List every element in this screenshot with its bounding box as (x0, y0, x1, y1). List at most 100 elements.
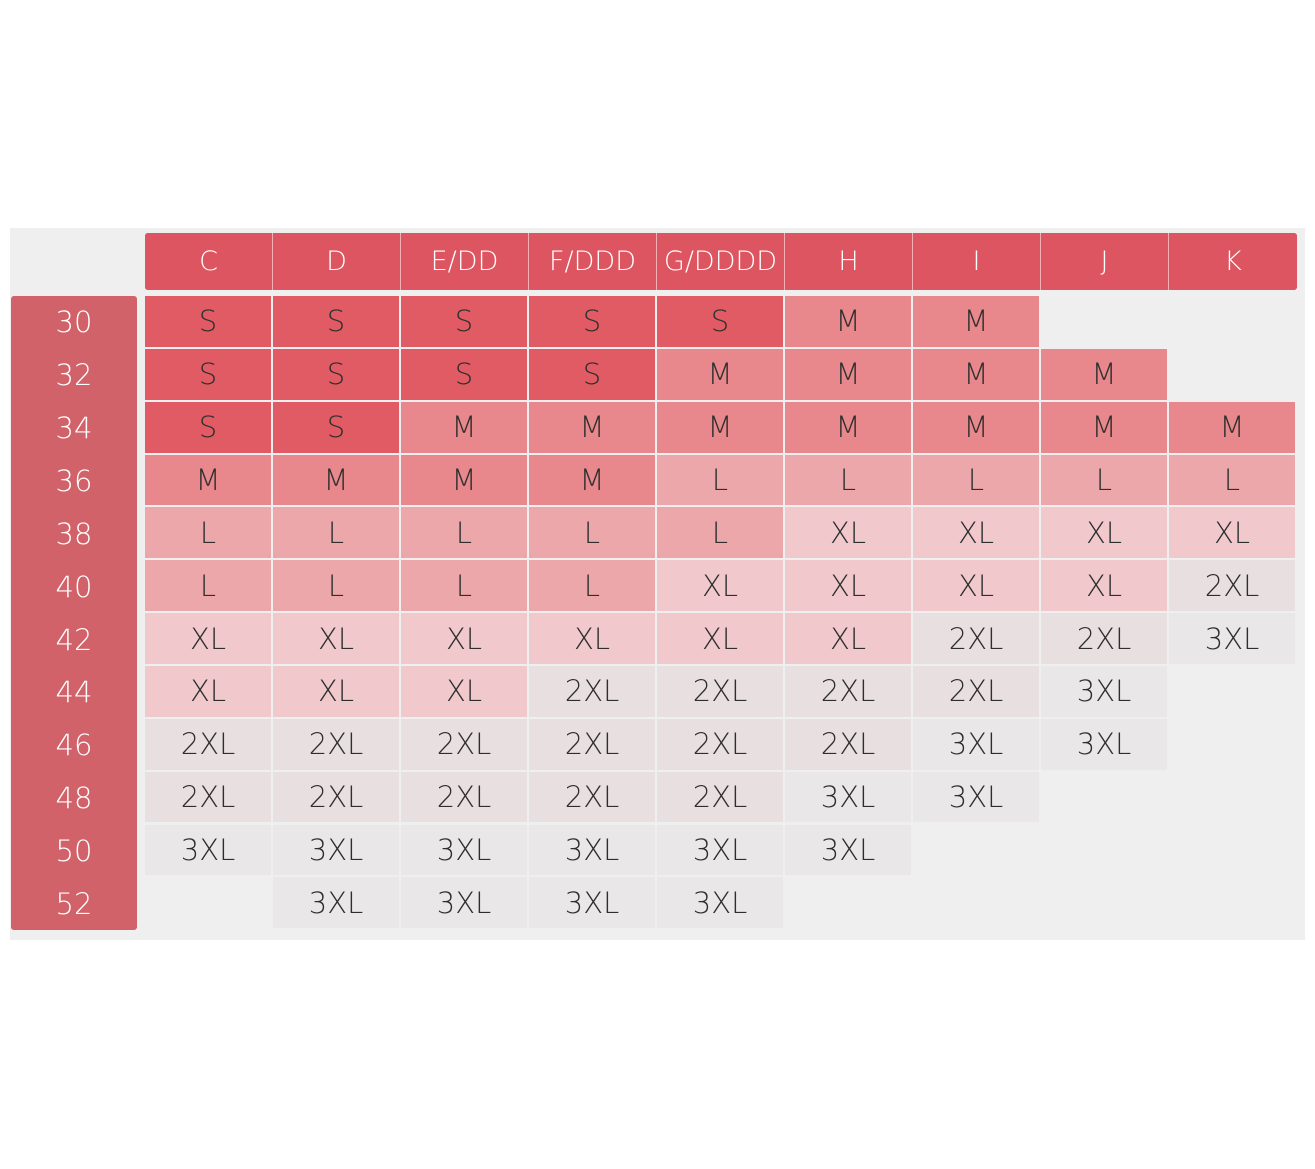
size-cell: 3XL (401, 877, 527, 929)
size-cell: M (913, 348, 1039, 400)
size-cell: L (273, 560, 399, 612)
size-cell: 2XL (529, 771, 655, 823)
size-cell: 3XL (529, 824, 655, 876)
row-label: 42 (55, 622, 93, 657)
size-cell: XL (401, 665, 527, 717)
size-cell: M (1041, 401, 1167, 453)
row-label: 36 (55, 463, 93, 498)
size-cell: M (529, 401, 655, 453)
size-cell: S (401, 348, 527, 400)
size-cell: L (657, 507, 783, 559)
size-cell: L (785, 454, 911, 506)
size-cell: 3XL (1041, 718, 1167, 770)
size-cell: XL (913, 507, 1039, 559)
size-cell: 2XL (785, 665, 911, 717)
row-label: 40 (55, 569, 93, 604)
size-cell: M (785, 348, 911, 400)
size-cell: M (1041, 348, 1167, 400)
size-cell: 2XL (913, 613, 1039, 664)
column-header: C (145, 233, 273, 290)
size-cell: 2XL (657, 665, 783, 717)
size-cell: XL (785, 613, 911, 664)
size-cell: M (145, 454, 271, 506)
size-cell: XL (273, 665, 399, 717)
row-label: 34 (55, 411, 93, 446)
size-cell: XL (785, 560, 911, 612)
size-cell: 2XL (913, 665, 1039, 717)
size-cell: 3XL (913, 718, 1039, 770)
row-label-column: 30 32 34 36 38 40 42 44 46 48 50 52 (11, 296, 137, 930)
header-bar: C D E/DD F/DDD G/DDDD H I J K (145, 233, 1297, 290)
row-label: 46 (55, 728, 93, 763)
size-cell: XL (401, 613, 527, 664)
size-cell: L (145, 507, 271, 559)
size-cell: 2XL (1041, 613, 1167, 664)
row-label: 50 (55, 833, 93, 868)
size-cell: S (145, 348, 271, 400)
size-cell: 3XL (1041, 665, 1167, 717)
size-cell: 2XL (401, 771, 527, 823)
column-header: E/DD (401, 233, 529, 290)
size-cell: 3XL (401, 824, 527, 876)
size-cell: 3XL (785, 824, 911, 876)
column-header: J (1041, 233, 1169, 290)
size-cell: 2XL (273, 771, 399, 823)
size-cell: M (657, 401, 783, 453)
size-cell: L (1169, 454, 1295, 506)
size-cell: 2XL (529, 665, 655, 717)
size-cell: XL (785, 507, 911, 559)
size-cell: M (1169, 401, 1295, 453)
row-label: 44 (55, 675, 93, 710)
size-cell: XL (913, 560, 1039, 612)
size-cell: L (529, 560, 655, 612)
size-cell: L (657, 454, 783, 506)
size-cell: 3XL (785, 771, 911, 823)
size-cell: XL (145, 613, 271, 664)
size-cell: M (401, 454, 527, 506)
size-cell: S (529, 296, 655, 347)
size-cell: 3XL (273, 824, 399, 876)
size-cell: 2XL (529, 718, 655, 770)
size-cell: S (145, 296, 271, 347)
size-cell: S (273, 296, 399, 347)
size-cell: 3XL (913, 771, 1039, 823)
size-cell: S (657, 296, 783, 347)
size-cell: XL (1169, 507, 1295, 559)
row-label: 30 (55, 305, 93, 340)
size-cell: XL (1041, 560, 1167, 612)
size-cell: 2XL (1169, 560, 1295, 612)
size-cell: S (273, 348, 399, 400)
size-cell: 3XL (657, 877, 783, 929)
size-cell: L (529, 507, 655, 559)
size-cell: 2XL (657, 718, 783, 770)
size-cell: 2XL (785, 718, 911, 770)
size-cell: 3XL (529, 877, 655, 929)
size-cell: M (401, 401, 527, 453)
size-cell: M (785, 401, 911, 453)
size-cell: XL (657, 613, 783, 664)
size-cell: S (401, 296, 527, 347)
size-cell: 3XL (145, 824, 271, 876)
row-label: 48 (55, 781, 93, 816)
size-cell: 3XL (1169, 613, 1295, 664)
row-label: 32 (55, 358, 93, 393)
size-cell: 3XL (273, 877, 399, 929)
size-cell: 2XL (657, 771, 783, 823)
size-cell: M (785, 296, 911, 347)
size-cell: L (1041, 454, 1167, 506)
size-cell: XL (529, 613, 655, 664)
size-cell: M (273, 454, 399, 506)
row-label: 38 (55, 516, 93, 551)
size-cell: L (913, 454, 1039, 506)
row-label: 52 (55, 886, 93, 921)
size-cell: S (529, 348, 655, 400)
size-cell: 3XL (657, 824, 783, 876)
size-cell: M (657, 348, 783, 400)
size-cell: L (401, 560, 527, 612)
size-cell: 2XL (401, 718, 527, 770)
column-header: H (785, 233, 913, 290)
size-cell: L (401, 507, 527, 559)
size-cell: M (913, 296, 1039, 347)
size-cell: S (145, 401, 271, 453)
